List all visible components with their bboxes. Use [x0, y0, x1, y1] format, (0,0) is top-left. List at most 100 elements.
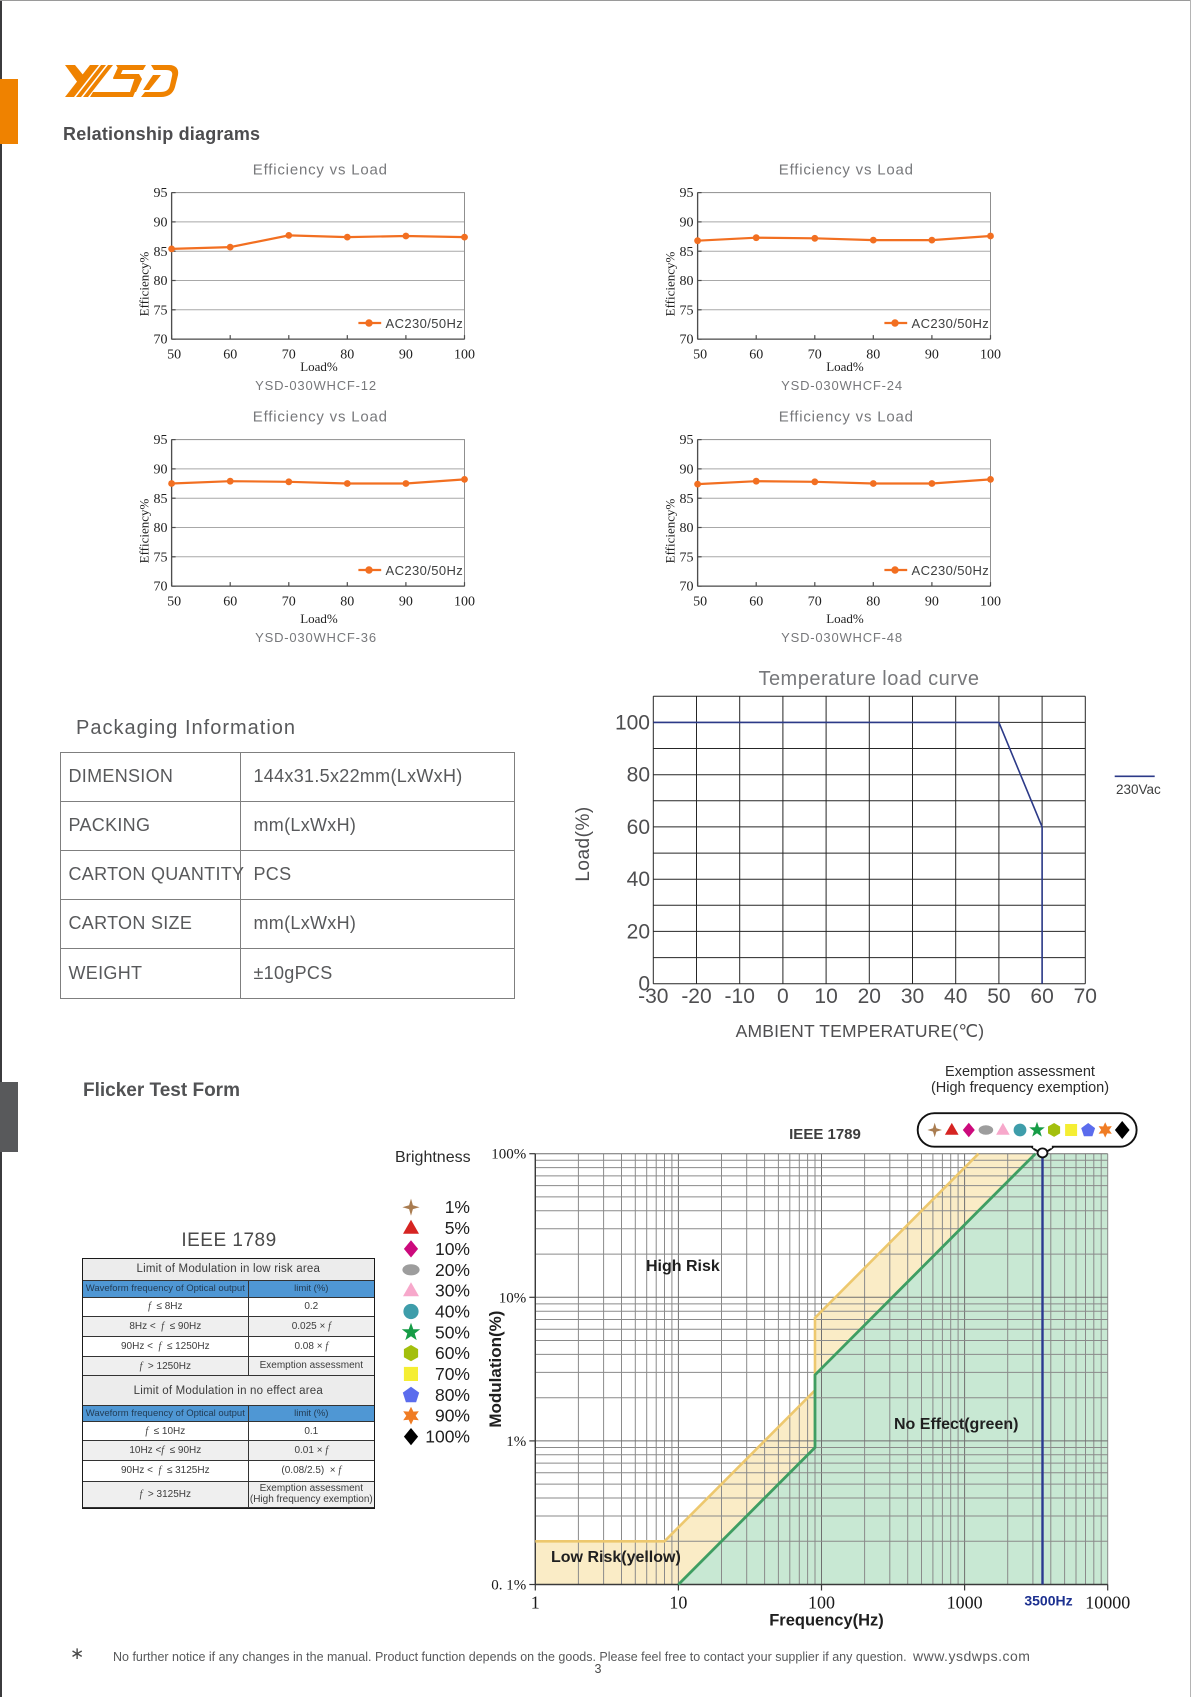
svg-text:Exemption assessment: Exemption assessment — [945, 1064, 1095, 1080]
svg-text:80: 80 — [866, 348, 880, 363]
svg-text:High Risk: High Risk — [646, 1258, 720, 1275]
svg-text:Frequency(Hz): Frequency(Hz) — [769, 1612, 884, 1630]
svg-text:Load%: Load% — [826, 359, 864, 374]
svg-text:10%: 10% — [499, 1290, 527, 1306]
svg-text:80%: 80% — [435, 1385, 470, 1405]
svg-text:YSD-030WHCF-36: YSD-030WHCF-36 — [255, 630, 377, 645]
svg-text:75: 75 — [679, 303, 693, 318]
svg-text:60: 60 — [223, 595, 237, 610]
svg-text:Efficiency vs Load: Efficiency vs Load — [779, 409, 914, 426]
svg-text:1%: 1% — [445, 1197, 470, 1217]
svg-text:80: 80 — [154, 521, 168, 536]
svg-text:60: 60 — [223, 348, 237, 363]
svg-text:85: 85 — [154, 492, 168, 507]
svg-text:100: 100 — [980, 348, 1001, 363]
svg-text:-30: -30 — [638, 985, 668, 1008]
svg-text:1%: 1% — [506, 1434, 526, 1450]
svg-text:80: 80 — [340, 595, 354, 610]
svg-text:AMBIENT TEMPERATURE(℃): AMBIENT TEMPERATURE(℃) — [736, 1021, 985, 1041]
svg-text:Efficiency%: Efficiency% — [137, 499, 152, 564]
svg-text:40: 40 — [944, 985, 967, 1008]
svg-text:AC230/50Hz: AC230/50Hz — [386, 563, 464, 578]
svg-text:10000: 10000 — [1085, 1593, 1130, 1613]
svg-text:60: 60 — [749, 595, 763, 610]
svg-text:90: 90 — [679, 463, 693, 478]
svg-text:40: 40 — [627, 868, 650, 891]
svg-text:90: 90 — [154, 463, 168, 478]
svg-text:Low Risk(yellow): Low Risk(yellow) — [551, 1549, 681, 1566]
svg-text:3500Hz: 3500Hz — [1024, 1593, 1072, 1609]
svg-text:80: 80 — [679, 521, 693, 536]
svg-text:Modulation(%): Modulation(%) — [486, 1311, 505, 1428]
svg-text:100%: 100% — [425, 1427, 470, 1447]
svg-text:AC230/50Hz: AC230/50Hz — [911, 316, 989, 331]
svg-text:90: 90 — [679, 216, 693, 231]
svg-text:-20: -20 — [681, 985, 711, 1008]
svg-text:0: 0 — [777, 985, 789, 1008]
svg-text:10: 10 — [814, 985, 837, 1008]
svg-text:80: 80 — [866, 595, 880, 610]
svg-text:90: 90 — [925, 595, 939, 610]
svg-text:95: 95 — [679, 433, 693, 448]
svg-text:75: 75 — [679, 551, 693, 566]
svg-text:70: 70 — [1074, 985, 1097, 1008]
svg-text:70%: 70% — [435, 1364, 470, 1384]
svg-text:IEEE 1789: IEEE 1789 — [789, 1126, 861, 1143]
svg-text:85: 85 — [679, 245, 693, 260]
svg-text:70: 70 — [679, 580, 693, 595]
svg-text:95: 95 — [154, 433, 168, 448]
svg-text:30%: 30% — [435, 1281, 470, 1301]
svg-text:90%: 90% — [435, 1406, 470, 1426]
svg-text:Efficiency%: Efficiency% — [137, 251, 152, 316]
svg-text:70: 70 — [154, 580, 168, 595]
svg-text:1: 1 — [531, 1593, 540, 1613]
svg-text:100: 100 — [454, 595, 475, 610]
svg-text:50%: 50% — [435, 1322, 470, 1342]
svg-text:100: 100 — [454, 348, 475, 363]
svg-text:30: 30 — [901, 985, 924, 1008]
svg-text:AC230/50Hz: AC230/50Hz — [386, 316, 464, 331]
svg-text:80: 80 — [627, 764, 650, 787]
svg-text:(High frequency exemption): (High frequency exemption) — [931, 1080, 1109, 1096]
svg-text:20: 20 — [627, 920, 650, 943]
svg-text:90: 90 — [399, 348, 413, 363]
svg-text:90: 90 — [925, 348, 939, 363]
svg-text:60%: 60% — [435, 1343, 470, 1363]
svg-text:100: 100 — [980, 595, 1001, 610]
svg-text:Efficiency vs Load: Efficiency vs Load — [253, 409, 388, 426]
svg-text:AC230/50Hz: AC230/50Hz — [911, 563, 989, 578]
svg-text:70: 70 — [808, 595, 822, 610]
svg-text:0. 1%: 0. 1% — [491, 1578, 526, 1594]
svg-text:70: 70 — [282, 348, 296, 363]
svg-text:100: 100 — [808, 1593, 835, 1613]
svg-text:Load%: Load% — [300, 359, 338, 374]
svg-text:230Vac: 230Vac — [1116, 782, 1161, 797]
svg-text:85: 85 — [679, 492, 693, 507]
svg-text:50: 50 — [693, 595, 707, 610]
svg-text:90: 90 — [399, 595, 413, 610]
svg-text:60: 60 — [1030, 985, 1053, 1008]
svg-text:Temperature load curve: Temperature load curve — [758, 668, 979, 690]
svg-text:Efficiency%: Efficiency% — [662, 499, 677, 564]
svg-text:70: 70 — [679, 333, 693, 348]
svg-text:75: 75 — [154, 303, 168, 318]
svg-text:-10: -10 — [725, 985, 755, 1008]
svg-text:70: 70 — [154, 333, 168, 348]
svg-text:Efficiency%: Efficiency% — [662, 251, 677, 316]
svg-text:Load%: Load% — [826, 611, 864, 626]
svg-text:YSD-030WHCF-48: YSD-030WHCF-48 — [781, 630, 903, 645]
svg-text:20%: 20% — [435, 1260, 470, 1280]
svg-text:40%: 40% — [435, 1302, 470, 1322]
svg-text:75: 75 — [154, 551, 168, 566]
svg-text:95: 95 — [154, 186, 168, 201]
svg-text:20: 20 — [858, 985, 881, 1008]
svg-text:Load(%): Load(%) — [573, 806, 594, 881]
svg-text:90: 90 — [154, 216, 168, 231]
svg-text:No Effect(green): No Effect(green) — [894, 1416, 1018, 1433]
svg-text:50: 50 — [987, 985, 1010, 1008]
svg-text:Brightness: Brightness — [395, 1149, 471, 1166]
svg-text:10%: 10% — [435, 1239, 470, 1259]
svg-text:Efficiency vs Load: Efficiency vs Load — [779, 162, 914, 179]
svg-text:70: 70 — [282, 595, 296, 610]
svg-text:100: 100 — [615, 711, 650, 734]
